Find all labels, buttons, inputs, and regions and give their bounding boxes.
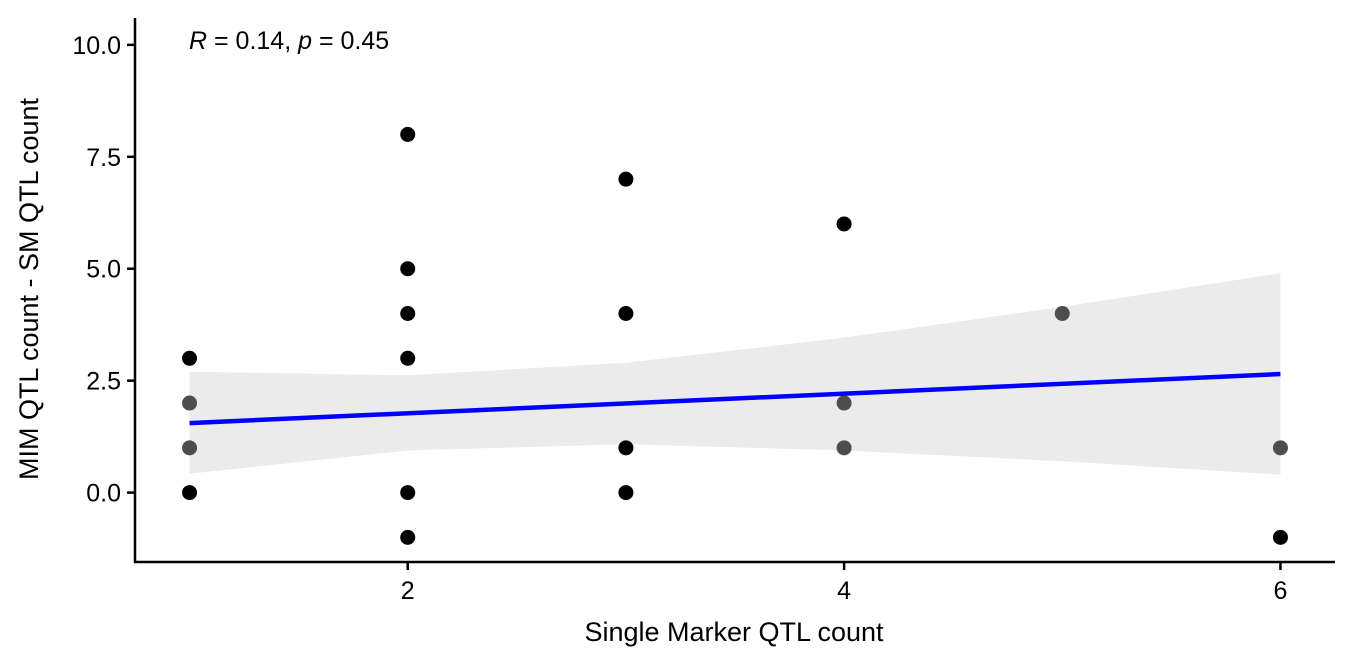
data-point [1272, 440, 1288, 456]
data-point [836, 395, 852, 411]
data-point [1272, 529, 1288, 545]
confidence-band [189, 273, 1281, 475]
data-point [400, 126, 416, 142]
p-symbol: p [297, 27, 312, 55]
data-point [400, 306, 416, 322]
data-point [1054, 306, 1070, 322]
x-tick-label: 4 [837, 577, 851, 605]
y-tick-label: 7.5 [86, 144, 121, 172]
confidence-band-layer [189, 273, 1281, 475]
y-tick-label: 2.5 [86, 368, 121, 396]
data-point [182, 395, 198, 411]
data-point [400, 529, 416, 545]
r-value: = 0.14, [207, 27, 298, 55]
data-point [618, 171, 634, 187]
data-point [182, 485, 198, 501]
data-point [618, 306, 634, 322]
regression-line-layer [189, 371, 1281, 426]
data-point [836, 440, 852, 456]
data-point [182, 350, 198, 366]
data-point [400, 261, 416, 277]
data-point [400, 350, 416, 366]
p-value: = 0.45 [312, 27, 389, 55]
data-point [618, 440, 634, 456]
y-tick-label: 5.0 [86, 256, 121, 284]
data-point [618, 485, 634, 501]
x-axis-title: Single Marker QTL count [584, 617, 884, 647]
data-point [400, 485, 416, 501]
axes-layer: 0.0 2.5 5.0 7.5 10.0 2 4 6 [72, 18, 1335, 605]
regression-line [189, 371, 1281, 426]
data-point [182, 440, 198, 456]
y-tick-label: 10.0 [72, 32, 121, 60]
r-symbol: R [189, 27, 207, 55]
y-axis-title: MIM QTL count - SM QTL count [14, 97, 44, 480]
data-point [836, 216, 852, 232]
x-tick-label: 2 [401, 577, 415, 605]
correlation-annotation: R = 0.14, p = 0.45 [189, 27, 389, 55]
y-tick-label: 0.0 [86, 480, 121, 508]
x-tick-label: 6 [1274, 577, 1288, 605]
data-points-layer [182, 126, 1288, 545]
